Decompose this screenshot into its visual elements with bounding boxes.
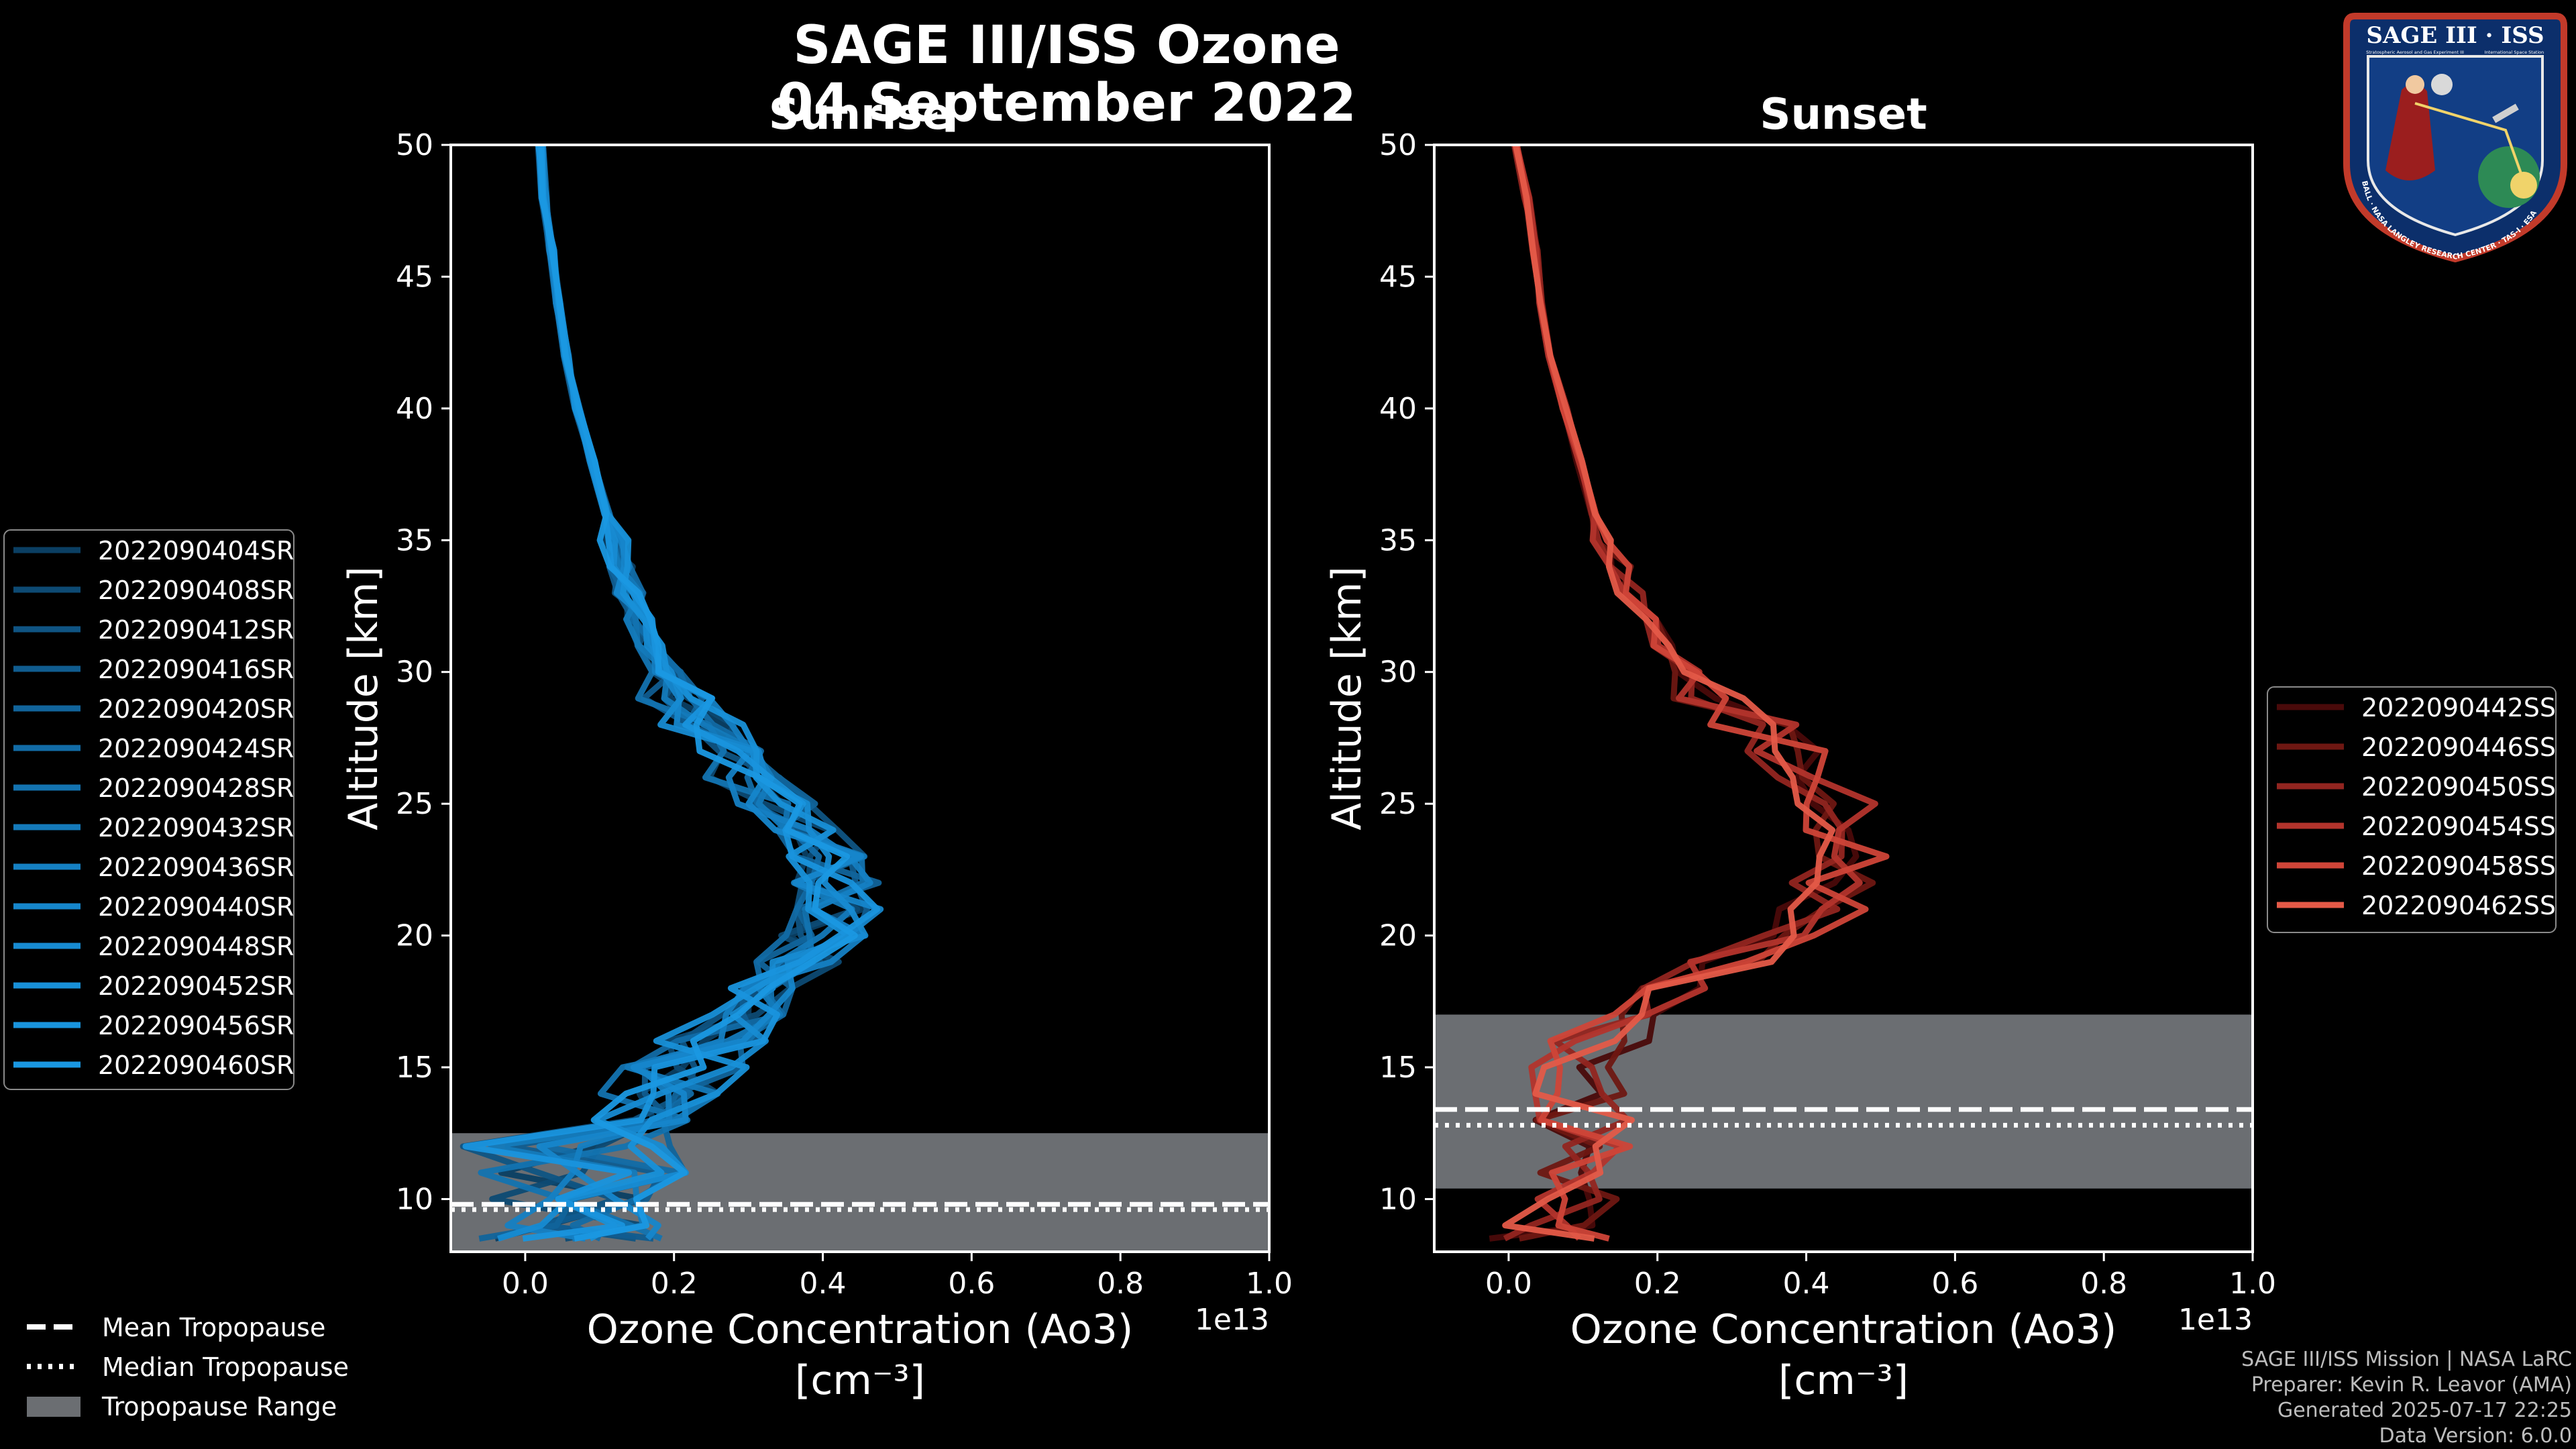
- x-tick-label: 0.8: [2080, 1267, 2127, 1301]
- chart-title-line2: 04 September 2022: [777, 73, 1356, 133]
- x-tick-label: 0.8: [1097, 1267, 1144, 1301]
- y-tick-label: 25: [396, 787, 433, 821]
- x-axis-unit: [cm⁻³]: [1778, 1357, 1909, 1404]
- logo-subtitle-1: Stratospheric Aerosol and Gas Experiment…: [2366, 50, 2464, 55]
- legend-label: 2022090428SR: [98, 773, 294, 803]
- x-axis-label: Ozone Concentration (Ao3): [587, 1306, 1134, 1353]
- y-tick-label: 20: [1379, 919, 1417, 953]
- panel-title: Sunset: [1760, 90, 1927, 140]
- sunrise-legend-frame: [3, 529, 294, 1090]
- logo-beam: [2414, 102, 2524, 178]
- legend-label: 2022090454SS: [2361, 812, 2556, 841]
- y-tick-label: 40: [1379, 392, 1417, 426]
- credits: SAGE III/ISS Mission | NASA LaRC Prepare…: [2241, 1348, 2572, 1448]
- legend-label: 2022090408SR: [98, 576, 294, 605]
- legend-label: 2022090424SR: [98, 734, 294, 763]
- y-tick-label: 45: [396, 260, 433, 294]
- y-tick-label: 50: [396, 128, 433, 162]
- x-tick-label: 0.0: [502, 1267, 549, 1301]
- y-tick-label: 10: [396, 1182, 433, 1216]
- chart-title-line1: SAGE III/ISS Ozone: [793, 15, 1340, 76]
- x-scale-label: 1e13: [2178, 1303, 2253, 1337]
- x-scale-label: 1e13: [1195, 1303, 1269, 1337]
- credit-line-3: Generated 2025-07-17 22:25: [2277, 1399, 2572, 1422]
- y-axis-label: Altitude [km]: [1324, 566, 1371, 830]
- logo-figure-icon: [2385, 83, 2435, 180]
- x-tick-label: 0.2: [651, 1267, 698, 1301]
- legend-label: 2022090440SR: [98, 892, 294, 922]
- logo-subtitle-2: International Space Station: [2485, 50, 2544, 55]
- legend-label: 2022090448SR: [98, 932, 294, 961]
- logo-sun-icon: [2510, 172, 2537, 199]
- x-tick-label: 0.4: [800, 1267, 847, 1301]
- y-tick-label: 15: [396, 1051, 433, 1085]
- y-tick-label: 35: [396, 523, 433, 557]
- tropopause-range-label: Tropopause Range: [101, 1392, 337, 1421]
- logo-figure-head: [2406, 75, 2424, 94]
- sage-iss-mission-logo: SAGE III · ISS Stratospheric Aerosol and…: [2343, 13, 2567, 263]
- legend-label: 2022090442SS: [2361, 693, 2556, 722]
- credit-line-4: Data Version: 6.0.0: [2379, 1424, 2572, 1448]
- plot-frame: [1433, 144, 2254, 1253]
- credit-line-1: SAGE III/ISS Mission | NASA LaRC: [2241, 1348, 2572, 1371]
- y-tick-label: 30: [396, 655, 433, 690]
- y-tick-label: 25: [1379, 787, 1417, 821]
- x-tick-label: 0.2: [1634, 1267, 1681, 1301]
- x-tick-label: 0.6: [948, 1267, 995, 1301]
- y-tick-label: 50: [1379, 128, 1417, 162]
- plot-frame: [449, 144, 1271, 1253]
- series-group-sunset: [1489, 145, 1890, 1242]
- legend-label: 2022090456SR: [98, 1011, 294, 1040]
- legend-label: 2022090432SR: [98, 813, 294, 843]
- credit-line-2: Preparer: Kevin R. Leavor (AMA): [2251, 1373, 2572, 1397]
- logo-moon-icon: [2431, 74, 2453, 95]
- tropopause-legend: Mean Tropopause Median Tropopause Tropop…: [27, 1313, 349, 1421]
- y-tick-label: 30: [1379, 655, 1417, 690]
- y-tick-label: 20: [396, 919, 433, 953]
- legend-label: 2022090450SS: [2361, 772, 2556, 802]
- panel-title: Sunrise: [769, 90, 951, 140]
- x-tick-label: 1.0: [1246, 1267, 1293, 1301]
- series-line: [1502, 145, 1836, 1242]
- legend-label: 2022090420SR: [98, 694, 294, 724]
- x-axis-unit: [cm⁻³]: [795, 1357, 925, 1404]
- legend-label: 2022090446SS: [2361, 733, 2556, 762]
- legend-label: 2022090452SR: [98, 971, 294, 1001]
- x-tick-label: 0.6: [1931, 1267, 1978, 1301]
- median-tropopause-label: Median Tropopause: [102, 1352, 349, 1382]
- sunset-legend: 2022090442SS 2022090446SS 2022090450SS 2022…: [2267, 686, 2557, 933]
- y-tick-label: 10: [1379, 1182, 1417, 1216]
- series-line: [538, 145, 858, 1242]
- legend-label: 2022090462SS: [2361, 891, 2556, 920]
- legend-label: 2022090416SR: [98, 655, 294, 684]
- y-axis-label: Altitude [km]: [340, 566, 387, 830]
- x-tick-label: 1.0: [2229, 1267, 2276, 1301]
- series-line: [462, 145, 881, 1242]
- sunrise-panel: 0.0 0.2 0.4 0.6 0.8 1.0 10 15 20 25 30 35 40 45 50 Sunr…: [340, 90, 1293, 1404]
- y-tick-label: 45: [1379, 260, 1417, 294]
- legend-label: 2022090436SR: [98, 853, 294, 882]
- sunset-panel: 0.0 0.2 0.4 0.6 0.8 1.0 10 15 20 25 30 35 40 45 50 Suns…: [1324, 90, 2276, 1404]
- legend-label: 2022090458SS: [2361, 851, 2556, 881]
- logo-title: SAGE III · ISS: [2366, 22, 2544, 49]
- legend-label: 2022090460SR: [98, 1051, 294, 1080]
- logo-station-icon: [2492, 103, 2519, 123]
- y-tick-label: 40: [396, 392, 433, 426]
- legend-label: 2022090404SR: [98, 536, 294, 566]
- x-tick-label: 0.4: [1783, 1267, 1830, 1301]
- legend-label: 2022090412SR: [98, 615, 294, 645]
- x-axis-label: Ozone Concentration (Ao3): [1570, 1306, 2117, 1353]
- mean-tropopause-label: Mean Tropopause: [102, 1313, 325, 1342]
- series-group-sunrise: [460, 145, 884, 1242]
- x-tick-label: 0.0: [1485, 1267, 1532, 1301]
- y-tick-label: 15: [1379, 1051, 1417, 1085]
- y-tick-label: 35: [1379, 523, 1417, 557]
- sunrise-legend: 2022090404SR 2022090408SR 2022090412SR 2022…: [3, 529, 294, 1090]
- tropopause-range-swatch: [27, 1397, 80, 1417]
